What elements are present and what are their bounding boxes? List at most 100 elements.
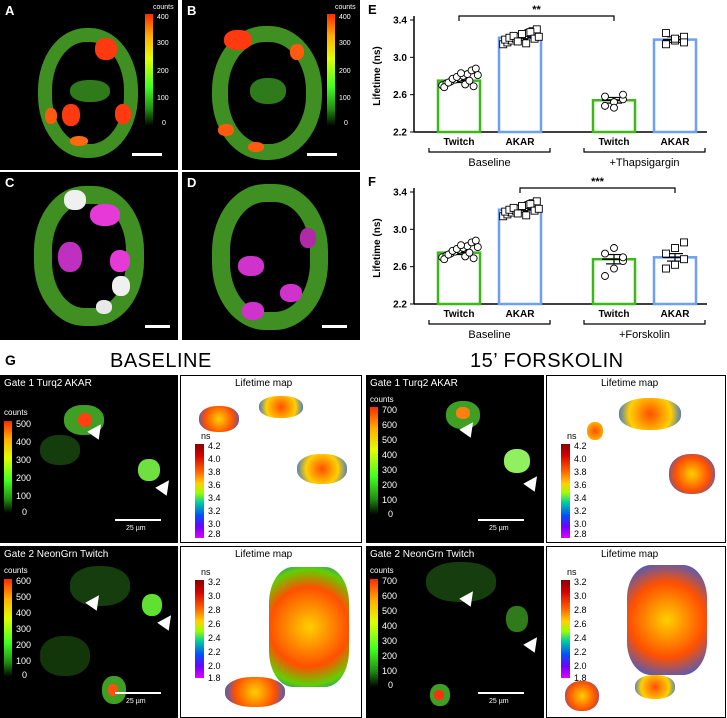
cell-bright <box>434 690 444 700</box>
category-label: Twitch <box>444 309 475 320</box>
data-point <box>457 241 465 250</box>
baseline-gate2-lifetime-map: Lifetime map ns 3.2 3.0 2.8 2.6 2.4 2.2 … <box>180 546 362 718</box>
scale-bar <box>322 325 347 328</box>
data-point <box>518 202 526 210</box>
data-point <box>509 31 518 40</box>
cell-ring <box>212 184 328 330</box>
colorbar-tick: 100 <box>339 95 351 102</box>
cell-bright <box>115 104 131 124</box>
colorbar-tick: 100 <box>382 495 398 505</box>
colorbar-title: counts <box>370 566 394 575</box>
data-point <box>601 249 609 258</box>
lifetime-tick: 2.8 <box>208 529 221 539</box>
group-bracket <box>428 320 551 325</box>
counts-colorbar <box>4 421 12 513</box>
lifetime-map-title: Lifetime map <box>601 378 659 389</box>
lifetime-tick: 2.2 <box>574 647 587 657</box>
lifetime-tick: 3.8 <box>574 467 587 477</box>
colorbar-tick: 0 <box>388 509 394 519</box>
cell-dim <box>70 566 130 606</box>
panel-c-image: C <box>0 172 178 340</box>
lifetime-blob <box>669 454 715 494</box>
category-label: Twitch <box>599 309 630 320</box>
colorbar-tick: 400 <box>16 437 32 447</box>
cell-bright <box>70 136 88 146</box>
counts-colorbar <box>327 14 335 126</box>
gate-title: Gate 2 NeonGrn Twitch <box>4 549 109 560</box>
data-point <box>465 76 474 85</box>
panel-label-g: G <box>5 352 16 368</box>
colorbar-tick: 700 <box>382 576 398 586</box>
lifetime-tick: 3.6 <box>208 480 221 490</box>
cell-white <box>96 300 112 314</box>
cell-dim <box>40 636 90 676</box>
colorbar-tick: 300 <box>339 40 351 47</box>
data-point <box>534 204 543 213</box>
category-label: Twitch <box>444 137 475 148</box>
cell-green <box>70 80 110 102</box>
colorbar-tick: 300 <box>157 40 169 47</box>
gate-title: Gate 2 NeonGrn Twitch <box>370 549 475 560</box>
data-point <box>601 101 609 110</box>
cell-bright <box>224 30 252 50</box>
colorbar-tick: 400 <box>157 14 169 21</box>
panel-d-image: D <box>182 172 360 340</box>
lifetime-tick: 2.0 <box>208 661 221 671</box>
lifetime-blob <box>619 398 681 430</box>
significance-label: ** <box>532 4 541 16</box>
data-point <box>509 203 518 212</box>
cell-white <box>112 276 130 296</box>
data-point <box>662 264 670 273</box>
y-tick-label: 2.6 <box>393 90 407 101</box>
lifetime-tick: 3.6 <box>574 480 587 490</box>
colorbar-tick: 400 <box>16 608 32 618</box>
counts-colorbar <box>370 407 378 515</box>
group-label: +Forskolin <box>619 329 670 341</box>
bar <box>652 38 698 134</box>
category-label: AKAR <box>506 137 536 148</box>
colorbar-tick: 500 <box>382 435 398 445</box>
cell-bright <box>290 44 304 60</box>
lifetime-colorbar <box>195 444 204 538</box>
lifetime-tick: 3.0 <box>574 519 587 529</box>
panel-a-image: A counts 400 300 200 100 0 <box>0 0 178 170</box>
panel-label-e: E <box>368 2 377 17</box>
lifetime-tick: 3.2 <box>208 506 221 516</box>
colorbar-tick: 200 <box>157 68 169 75</box>
cell-magenta <box>110 250 130 272</box>
lifetime-blob <box>269 567 349 687</box>
lifetime-tick: 2.8 <box>574 605 587 615</box>
cell-bright <box>78 413 92 427</box>
gate-title: Gate 1 Turq2 AKAR <box>4 378 92 389</box>
cell-bright <box>45 108 57 124</box>
colorbar-tick: 300 <box>382 636 398 646</box>
lifetime-blob <box>587 422 603 440</box>
cell-magenta <box>300 228 316 248</box>
data-point <box>469 254 478 263</box>
lifetime-tick: 3.0 <box>208 519 221 529</box>
lifetime-tick: 3.8 <box>208 467 221 477</box>
cell-white <box>64 190 86 210</box>
scale-bar <box>145 325 170 328</box>
colorbar-tick: 0 <box>388 680 394 690</box>
group-label: +Thapsigargin <box>609 157 679 169</box>
data-point <box>671 260 679 269</box>
panel-label-f: F <box>368 174 376 189</box>
baseline-title: BASELINE <box>110 350 212 372</box>
colorbar-title: counts <box>335 4 356 11</box>
lifetime-tick: 4.0 <box>208 454 221 464</box>
data-point <box>610 244 618 252</box>
arrow-icon <box>523 472 543 492</box>
panel-label-d: D <box>187 175 197 190</box>
colorbar-tick: 500 <box>16 419 32 429</box>
lifetime-blob <box>635 675 675 699</box>
significance-bracket <box>519 187 676 193</box>
cell-magenta <box>90 204 120 226</box>
counts-colorbar <box>4 579 12 677</box>
lifetime-tick: 2.0 <box>574 661 587 671</box>
data-point <box>534 32 543 41</box>
data-point <box>662 249 670 258</box>
data-point <box>601 272 609 280</box>
colorbar-tick: 200 <box>16 640 32 650</box>
data-point <box>601 92 609 101</box>
